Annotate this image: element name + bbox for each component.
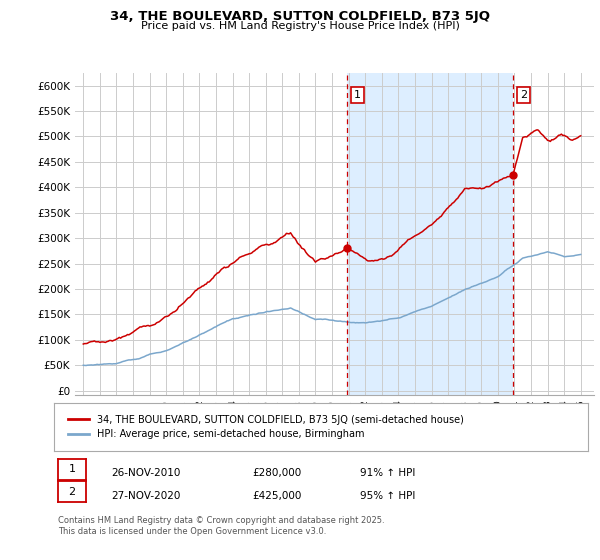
- Bar: [347, 73, 513, 395]
- Text: £425,000: £425,000: [252, 491, 301, 501]
- Text: 34, THE BOULEVARD, SUTTON COLDFIELD, B73 5JQ: 34, THE BOULEVARD, SUTTON COLDFIELD, B73…: [110, 10, 490, 23]
- Text: 1: 1: [354, 90, 361, 100]
- Text: 95% ↑ HPI: 95% ↑ HPI: [360, 491, 415, 501]
- Text: 27-NOV-2020: 27-NOV-2020: [111, 491, 181, 501]
- Text: 91% ↑ HPI: 91% ↑ HPI: [360, 468, 415, 478]
- Text: Contains HM Land Registry data © Crown copyright and database right 2025.
This d: Contains HM Land Registry data © Crown c…: [58, 516, 384, 536]
- Text: 2: 2: [68, 487, 76, 497]
- Text: 2: 2: [520, 90, 527, 100]
- Text: 26-NOV-2010: 26-NOV-2010: [111, 468, 181, 478]
- Text: 1: 1: [68, 464, 76, 474]
- Legend: 34, THE BOULEVARD, SUTTON COLDFIELD, B73 5JQ (semi-detached house), HPI: Average: 34, THE BOULEVARD, SUTTON COLDFIELD, B73…: [64, 410, 468, 444]
- Text: £280,000: £280,000: [252, 468, 301, 478]
- Text: Price paid vs. HM Land Registry's House Price Index (HPI): Price paid vs. HM Land Registry's House …: [140, 21, 460, 31]
